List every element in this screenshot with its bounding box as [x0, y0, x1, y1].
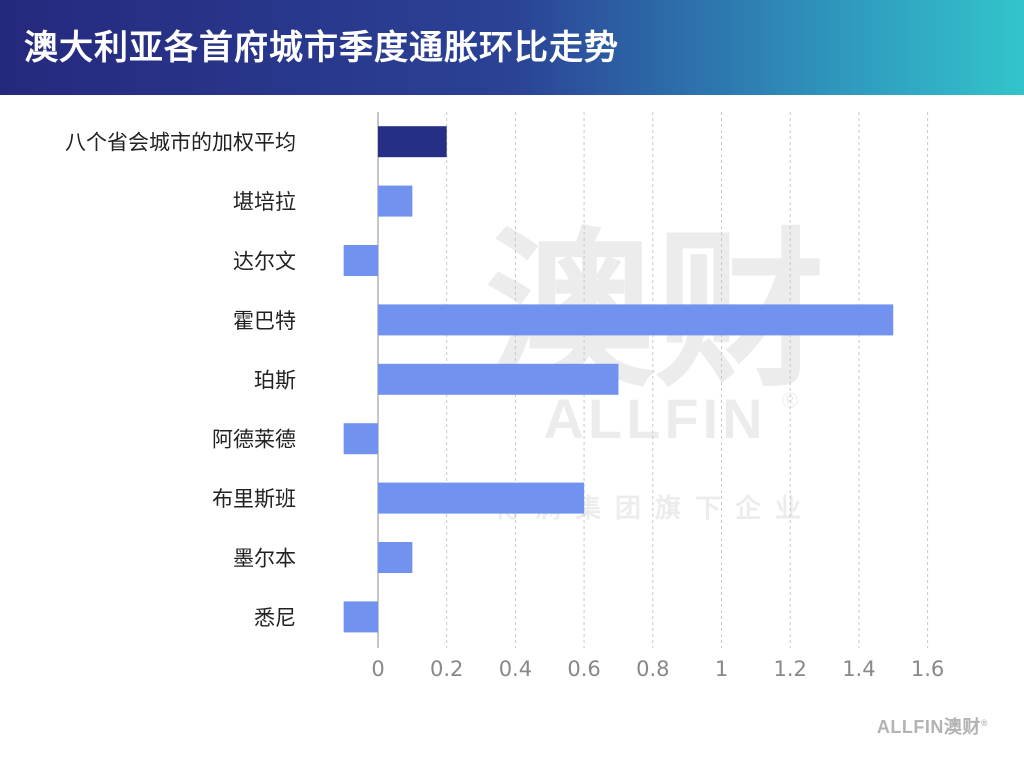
page-title: 澳大利亚各首府城市季度通胀环比走势 — [24, 28, 619, 68]
watermark-en: ALLFIN — [543, 387, 766, 450]
category-label: 悉尼 — [254, 606, 296, 630]
footer-logo: ALLFIN澳财® — [877, 713, 988, 739]
category-label: 墨尔本 — [233, 547, 296, 571]
bar — [343, 601, 378, 633]
x-tick-label: 0.4 — [499, 657, 532, 681]
bar — [343, 245, 378, 276]
x-tick-label: 0.8 — [636, 657, 669, 681]
x-tick-label: 1.6 — [911, 657, 944, 681]
x-tick-label: 0.6 — [567, 657, 600, 681]
x-tick-label: 1.4 — [842, 657, 875, 681]
bar — [378, 185, 413, 217]
bar — [343, 423, 378, 455]
x-tick-label: 0 — [371, 657, 384, 681]
category-label: 堪培拉 — [233, 190, 296, 214]
x-tick-label: 1.2 — [773, 657, 806, 681]
title-banner: 澳大利亚各首府城市季度通胀环比走势 — [0, 0, 1024, 95]
bar — [378, 482, 585, 514]
bar — [378, 542, 413, 573]
category-label: 布里斯班 — [212, 487, 296, 511]
category-label: 珀斯 — [254, 368, 296, 392]
x-tick-label: 0.2 — [430, 657, 463, 681]
footer-logo-mark: ® — [980, 718, 988, 728]
category-label: 达尔文 — [233, 250, 296, 274]
bar — [378, 126, 447, 158]
category-label: 阿德莱德 — [212, 428, 296, 452]
category-label: 八个省会城市的加权平均 — [65, 131, 296, 155]
x-tick-label: 1 — [715, 657, 728, 681]
footer-logo-text: ALLFIN澳财 — [876, 717, 981, 737]
bar — [378, 304, 894, 336]
category-label: 霍巴特 — [233, 309, 296, 333]
bar — [378, 363, 619, 395]
